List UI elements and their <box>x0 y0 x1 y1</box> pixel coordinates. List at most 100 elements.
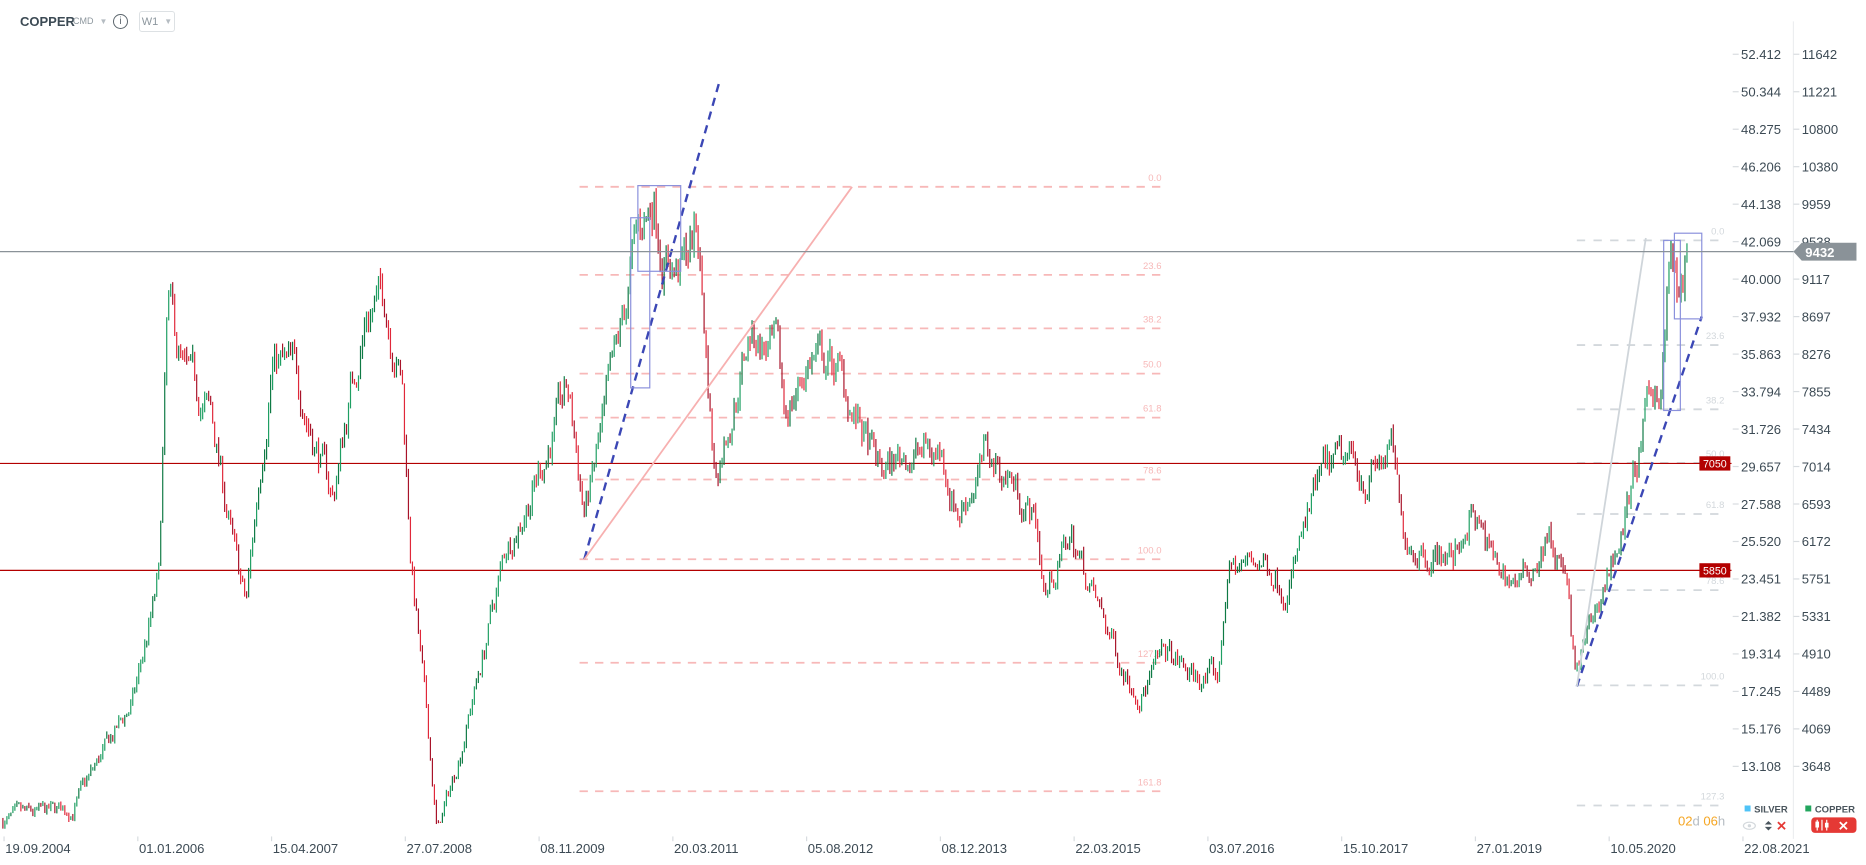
fib-trend-line-right[interactable] <box>1575 237 1647 687</box>
silver-price-tick: 35.863 <box>1741 347 1781 362</box>
silver-price-tick: 15.176 <box>1741 722 1781 737</box>
date-tick: 15.10.2017 <box>1343 841 1408 856</box>
silver-price-tick: 52.412 <box>1741 47 1781 62</box>
rectangle-drawing[interactable] <box>1673 232 1703 320</box>
silver-price-tick: 33.794 <box>1741 384 1781 399</box>
chevron-down-icon: ▼ <box>164 17 173 26</box>
remove-copper-icon[interactable] <box>1839 821 1848 830</box>
trendline-blue-2009[interactable] <box>583 79 722 560</box>
copper-price-tick: 11221 <box>1802 84 1837 99</box>
symbol-title: COPPER <box>20 13 75 29</box>
silver-price-tick: 23.451 <box>1741 572 1781 587</box>
silver-legend-swatch <box>1744 805 1751 812</box>
copper-price-tick: 10800 <box>1802 122 1838 137</box>
date-tick: 08.12.2013 <box>942 841 1007 856</box>
copper-price-tick: 5331 <box>1802 609 1831 624</box>
silver-price-tick: 29.657 <box>1741 459 1781 474</box>
fib-level-label: 127.3 <box>1138 649 1162 660</box>
fib-level-label: 100.0 <box>1138 545 1162 556</box>
reorder-arrows-icon[interactable] <box>1764 820 1772 831</box>
fib-level-label: 38.2 <box>1143 314 1162 325</box>
silver-price-tick: 46.206 <box>1741 159 1781 174</box>
candlestick-series <box>2 188 1688 829</box>
fib-trend-line-left[interactable] <box>583 186 853 560</box>
copper-legend-label[interactable]: COPPER <box>1815 805 1855 816</box>
level-price-tag <box>1699 456 1731 471</box>
fib-level-label: 50.0 <box>1143 360 1162 371</box>
silver-price-axis[interactable]: 52.412 50.344 48.275 46.206 44.138 42.069 40.0… <box>1732 47 1781 774</box>
market-label: CMD <box>73 16 94 26</box>
silver-price-tick: 25.520 <box>1741 534 1781 549</box>
copper-price-tick: 8697 <box>1802 309 1831 324</box>
rectangle-drawing[interactable] <box>637 185 682 272</box>
remove-silver-icon[interactable] <box>1777 821 1786 830</box>
market-selector[interactable]: CMD ▼ <box>73 10 107 32</box>
info-icon[interactable]: i <box>113 14 128 29</box>
current-price-label: 9432 <box>1805 245 1834 260</box>
copper-price-tick: 5751 <box>1802 572 1831 587</box>
fib-level-label: 61.8 <box>1706 500 1725 511</box>
candlestick-type-icon[interactable] <box>1815 819 1829 831</box>
silver-price-tick: 48.275 <box>1741 122 1781 137</box>
current-price-tag <box>1793 242 1857 261</box>
copper-price-tick: 8276 <box>1802 347 1831 362</box>
date-tick: 03.07.2016 <box>1209 841 1274 856</box>
copper-price-tick: 10380 <box>1802 159 1838 174</box>
fib-level-label: 23.6 <box>1706 331 1725 342</box>
timeframe-label: W1 <box>141 15 159 28</box>
copper-price-tick: 6172 <box>1802 534 1831 549</box>
rectangle-drawing[interactable] <box>1663 239 1681 412</box>
date-tick: 05.08.2012 <box>808 841 873 856</box>
fib-level-label: 0.0 <box>1148 173 1161 184</box>
silver-price-tick: 17.245 <box>1741 684 1781 699</box>
trendline-blue-2020[interactable] <box>1575 316 1703 687</box>
level-price-tag <box>1699 563 1731 578</box>
date-tick: 08.11.2009 <box>540 841 604 856</box>
date-tick: 15.04.2007 <box>273 841 338 856</box>
fib-level-label: 0.0 <box>1711 226 1724 237</box>
date-tick: 01.01.2006 <box>139 841 204 856</box>
copper-price-tick: 9117 <box>1802 272 1830 287</box>
level-price-label: 5850 <box>1703 566 1727 578</box>
silver-price-tick: 44.138 <box>1741 197 1781 212</box>
candle-countdown: 02d 06h <box>1678 814 1725 829</box>
copper-legend-swatch <box>1805 805 1812 812</box>
fib-level-label: 38.2 <box>1706 395 1725 406</box>
silver-price-tick: 50.344 <box>1741 84 1781 99</box>
silver-price-tick: 31.726 <box>1741 422 1781 437</box>
timeframe-selector[interactable]: W1 ▼ <box>139 11 175 32</box>
copper-price-tick: 9959 <box>1802 197 1831 212</box>
copper-price-axis[interactable]: 1164211221108001038099599538911786978276… <box>1793 47 1838 774</box>
date-tick: 20.03.2011 <box>674 841 738 856</box>
copper-series-controls[interactable] <box>1811 817 1857 833</box>
copper-price-tick: 4489 <box>1802 684 1831 699</box>
silver-price-tick: 13.108 <box>1741 759 1781 774</box>
copper-price-tick: 7434 <box>1802 422 1831 437</box>
silver-legend-label[interactable]: SILVER <box>1754 805 1788 816</box>
date-tick: 22.03.2015 <box>1075 841 1140 856</box>
copper-price-tick: 4910 <box>1802 647 1831 662</box>
silver-price-tick: 21.382 <box>1741 609 1781 624</box>
fib-level-label: 61.8 <box>1143 404 1162 415</box>
silver-price-tick: 19.314 <box>1741 647 1781 662</box>
fib-level-label: 50.0 <box>1706 449 1725 460</box>
copper-price-tick: 7014 <box>1802 459 1831 474</box>
copper-price-tick: 7855 <box>1802 384 1831 399</box>
date-axis[interactable]: 19.09.2004 01.01.2006 15.04.2007 27.07.2008… <box>3 836 1810 856</box>
rectangle-drawing[interactable] <box>630 217 651 389</box>
fib-level-label: 100.0 <box>1701 671 1725 682</box>
fib-level-label: 161.8 <box>1138 777 1162 788</box>
silver-price-tick: 37.932 <box>1741 309 1781 324</box>
fib-level-label: 78.6 <box>1706 576 1725 587</box>
fib-level-label: 127.3 <box>1701 792 1725 803</box>
copper-price-tick: 11642 <box>1802 47 1837 62</box>
silver-price-tick: 42.069 <box>1741 234 1781 249</box>
eye-icon[interactable] <box>1742 821 1756 830</box>
copper-price-tick: 3648 <box>1802 759 1831 774</box>
date-tick: 27.07.2008 <box>407 841 472 856</box>
chevron-down-icon: ▼ <box>99 16 108 26</box>
copper-price-tick: 6593 <box>1802 497 1831 512</box>
date-tick: 22.08.2021 <box>1744 841 1809 856</box>
copper-price-tick: 4069 <box>1802 722 1831 737</box>
